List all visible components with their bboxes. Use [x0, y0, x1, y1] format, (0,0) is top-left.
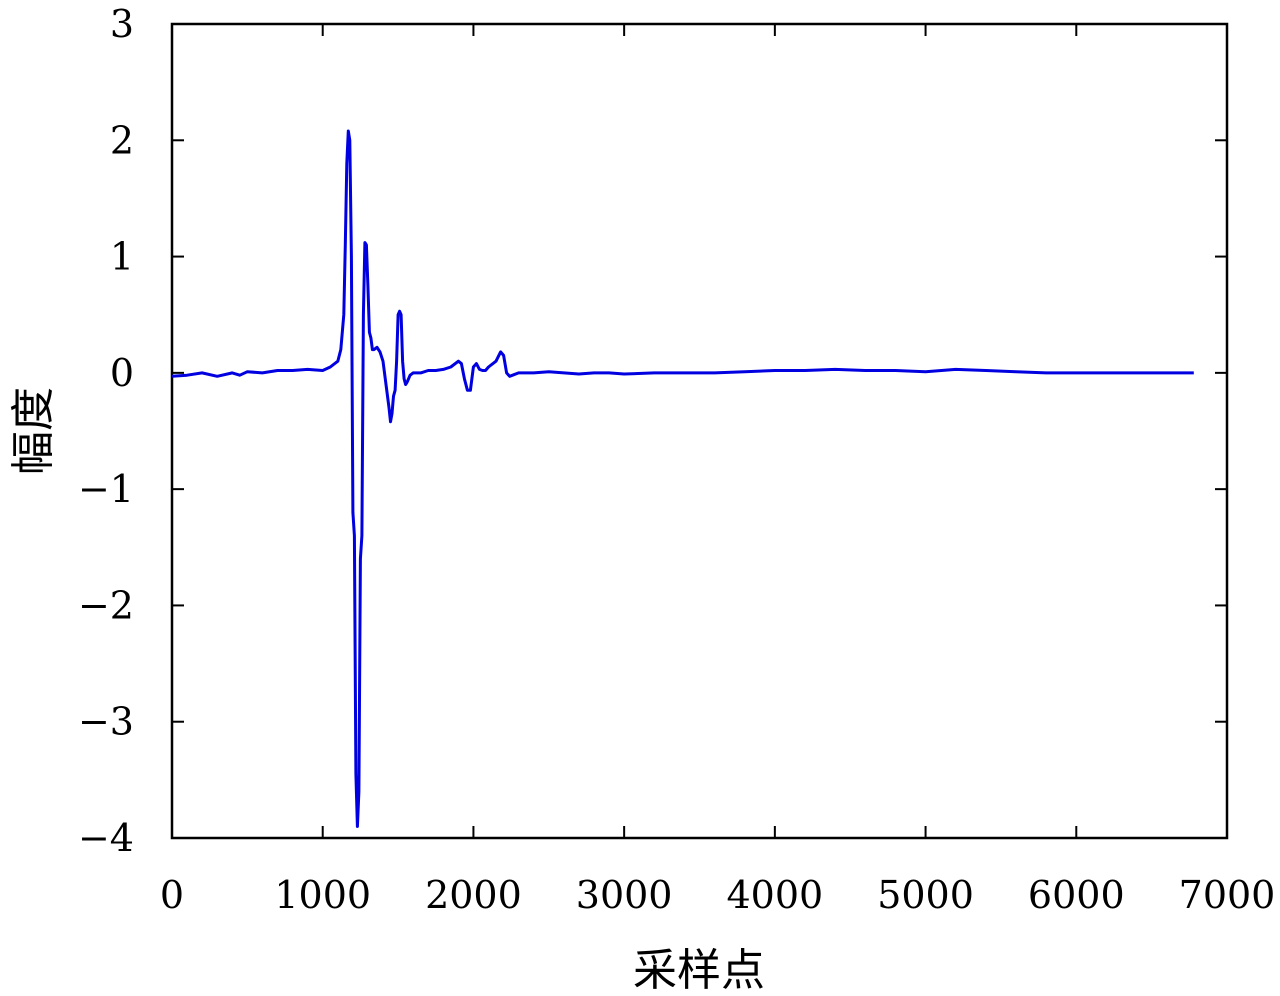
y-tick-label: −2: [78, 583, 134, 627]
x-tick-label: 7000: [1179, 873, 1276, 917]
axis-ticks: [171, 23, 1228, 839]
y-tick-label: 1: [110, 235, 134, 279]
y-tick-label: 0: [110, 351, 134, 395]
y-tick-label: 2: [110, 118, 134, 162]
x-tick-label: 3000: [576, 873, 673, 917]
y-tick-label: −1: [78, 467, 134, 511]
plot-area-frame: [170, 22, 1229, 840]
x-tick-label: 6000: [1028, 873, 1125, 917]
series-line: [171, 129, 1194, 828]
x-tick-label: 0: [160, 873, 184, 917]
x-tick-label: 5000: [877, 873, 974, 917]
y-axis-title: 幅度: [8, 387, 59, 475]
y-tick-label: 3: [110, 2, 134, 46]
y-tick-label: −4: [78, 816, 134, 860]
x-tick-label: 4000: [726, 873, 823, 917]
x-axis-title: 采样点: [633, 945, 765, 996]
x-tick-label: 1000: [274, 873, 371, 917]
axis-tick-labels: 0 1000 2000 3000 4000 5000 6000 7000 3 2 1 0 −1 −2 −3 −…: [78, 2, 1275, 917]
x-tick-label: 2000: [425, 873, 522, 917]
y-tick-label: −3: [78, 700, 134, 744]
